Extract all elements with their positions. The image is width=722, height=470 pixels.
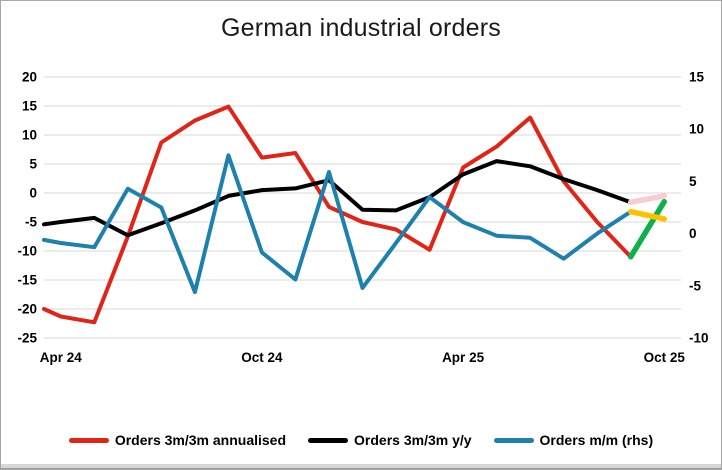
x-axis-tick-label: Oct 24	[241, 350, 283, 365]
legend-label: Orders 3m/3m y/y	[354, 432, 472, 448]
legend-item-orders-mm-rhs[interactable]: Orders m/m (rhs)	[493, 432, 654, 448]
legend-swatch-blue-line	[493, 437, 534, 443]
legend-item-orders-3m3m-annualised[interactable]: Orders 3m/3m annualised	[68, 432, 287, 448]
left-axis-tick-label: -25	[17, 331, 37, 346]
forecast-segment-orders-3m-3m-annualised	[627, 198, 667, 260]
legend: Orders 3m/3m annualised Orders 3m/3m y/y…	[1, 432, 721, 448]
legend-swatch-red-line	[68, 437, 109, 443]
left-axis-tick-label: -20	[17, 302, 37, 317]
left-axis-tick-label: 10	[22, 128, 37, 143]
x-axis-tick-label: Apr 24	[40, 350, 83, 365]
right-axis-tick-label: 10	[689, 122, 704, 137]
chart-title: German industrial orders	[221, 14, 501, 42]
figure-bottom-strip	[1, 464, 721, 469]
legend-swatch-black-line	[308, 437, 349, 443]
right-axis-tick-label: -10	[689, 331, 709, 346]
forecast-segment-orders-m-m-rhs-	[627, 208, 667, 222]
right-axis-tick-label: 15	[689, 70, 705, 85]
legend-label: Orders m/m (rhs)	[539, 432, 654, 448]
x-axis-tick-label: Oct 25	[644, 350, 686, 365]
left-axis-tick-label: 20	[22, 70, 37, 85]
x-axis-tick-label: Apr 25	[442, 350, 485, 365]
left-axis-tick-label: -10	[17, 244, 37, 259]
series-line-orders-3m-3m-annualised	[42, 104, 633, 325]
left-axis-tick-label: 15	[22, 99, 38, 114]
left-axis-tick-label: 5	[29, 157, 37, 172]
forecast-segment-orders-3m-3m-y-y	[627, 193, 667, 206]
right-axis-tick-label: 5	[689, 174, 697, 189]
series-line-orders-3m-3m-y-y	[42, 159, 633, 238]
left-axis-tick-label: 0	[29, 186, 37, 201]
series-line-orders-m-m-rhs-	[42, 153, 633, 295]
legend-item-orders-3m3m-yy[interactable]: Orders 3m/3m y/y	[308, 432, 472, 448]
left-axis-tick-label: -15	[17, 273, 37, 288]
left-axis-tick-label: -5	[25, 215, 37, 230]
legend-label: Orders 3m/3m annualised	[114, 432, 287, 448]
right-axis-tick-label: 0	[689, 226, 697, 241]
right-axis-tick-label: -5	[689, 278, 701, 293]
